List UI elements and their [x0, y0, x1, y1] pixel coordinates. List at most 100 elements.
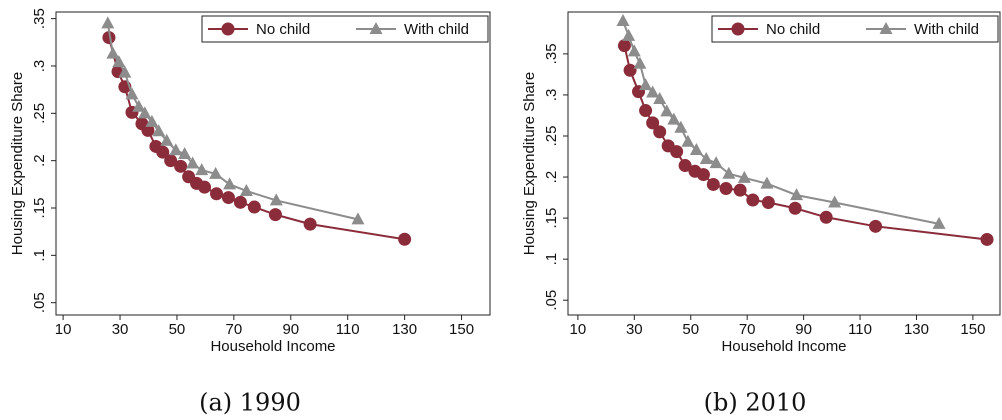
x-tick-label: 10	[570, 321, 587, 338]
legend-box	[201, 15, 489, 43]
x-tick-label: 130	[904, 321, 929, 338]
triangle-marker	[178, 147, 192, 160]
triangle-marker	[369, 22, 383, 34]
x-tick-label: 10	[55, 321, 72, 338]
circle-marker	[670, 145, 684, 159]
triangle-marker	[709, 156, 723, 169]
triangle-marker	[112, 55, 126, 68]
legend-label: With child	[404, 21, 469, 38]
x-tick-label: 30	[112, 321, 129, 338]
triangle-marker	[622, 28, 636, 41]
circle-marker	[719, 182, 733, 196]
circle-marker	[102, 31, 116, 45]
triangle-marker	[223, 177, 237, 190]
circle-marker	[746, 193, 760, 207]
triangle-marker	[737, 170, 751, 183]
y-tick-label: .3	[31, 60, 48, 73]
x-tick-label: 110	[848, 321, 872, 338]
circle-marker	[617, 39, 631, 53]
x-axis-label: Household Income	[210, 338, 335, 355]
y-tick-label: .05	[543, 290, 560, 311]
triangle-marker	[106, 46, 120, 59]
circle-marker	[639, 104, 653, 118]
triangle-marker	[646, 85, 660, 98]
x-tick-label: 110	[336, 321, 360, 338]
circle-marker	[398, 232, 412, 246]
circle-marker	[303, 217, 317, 231]
circle-marker	[174, 159, 188, 173]
triangle-marker	[722, 166, 736, 179]
x-tick-label: 90	[795, 321, 812, 338]
triangle-marker	[209, 166, 223, 179]
x-tick-label: 50	[682, 321, 699, 338]
x-tick-label: 30	[626, 321, 643, 338]
triangle-marker	[195, 163, 209, 176]
x-tick-label: 150	[449, 321, 474, 338]
legend-box	[711, 15, 999, 43]
x-axis-label: Household Income	[721, 338, 846, 355]
triangle-marker	[828, 195, 842, 208]
circle-marker	[731, 22, 745, 36]
y-tick-label: .15	[31, 198, 48, 219]
triangle-marker	[186, 156, 200, 169]
circle-marker	[706, 177, 720, 191]
y-tick-label: .15	[543, 208, 560, 229]
circle-marker	[247, 200, 261, 214]
x-tick-label: 150	[960, 321, 985, 338]
circle-marker	[268, 208, 282, 222]
triangle-marker	[145, 114, 159, 127]
circle-marker	[210, 187, 224, 201]
y-tick-label: .3	[543, 89, 560, 102]
circle-marker	[156, 145, 170, 159]
circle-marker	[869, 219, 883, 233]
legend-label: No child	[256, 21, 310, 38]
circle-marker	[221, 191, 235, 205]
y-tick-label: .35	[31, 8, 48, 29]
circle-marker	[653, 125, 667, 139]
y-axis-label: Housing Expenditure Share	[521, 72, 538, 255]
triangle-marker	[169, 143, 183, 156]
plot-frame	[567, 11, 1001, 316]
caption: (a) 1990	[199, 389, 301, 417]
y-tick-label: .1	[543, 253, 560, 266]
triangle-marker	[101, 16, 115, 29]
circle-marker	[198, 180, 212, 194]
y-tick-label: .25	[31, 103, 48, 124]
triangle-marker	[699, 151, 713, 164]
circle-marker	[233, 195, 247, 209]
triangle-marker	[351, 212, 365, 225]
triangle-marker	[879, 22, 893, 34]
x-tick-label: 70	[226, 321, 243, 338]
circle-marker	[221, 22, 235, 36]
caption: (b) 2010	[704, 389, 807, 417]
triangle-marker	[269, 193, 283, 206]
circle-marker	[164, 154, 178, 168]
triangle-marker	[138, 106, 152, 119]
triangle-marker	[760, 176, 774, 189]
triangle-marker	[627, 44, 641, 57]
y-axis-label: Housing Expenditure Share	[9, 72, 26, 255]
plot-frame	[55, 11, 491, 316]
triangle-marker	[118, 65, 132, 78]
triangle-marker	[160, 133, 174, 146]
triangle-marker	[689, 142, 703, 155]
circle-marker	[980, 232, 994, 246]
x-tick-label: 50	[169, 321, 186, 338]
y-tick-label: .05	[31, 292, 48, 313]
circle-marker	[646, 116, 660, 130]
y-tick-label: .1	[31, 249, 48, 262]
triangle-marker	[790, 188, 804, 201]
circle-marker	[141, 123, 155, 137]
triangle-marker	[152, 124, 166, 137]
y-tick-label: .2	[31, 154, 48, 167]
y-tick-label: .35	[543, 43, 560, 64]
triangle-marker	[667, 112, 681, 125]
triangle-marker	[681, 134, 695, 147]
triangle-marker	[653, 92, 667, 105]
x-tick-label: 90	[282, 321, 299, 338]
circle-marker	[761, 196, 775, 210]
triangle-marker	[633, 56, 647, 69]
y-tick-label: .25	[543, 126, 560, 147]
